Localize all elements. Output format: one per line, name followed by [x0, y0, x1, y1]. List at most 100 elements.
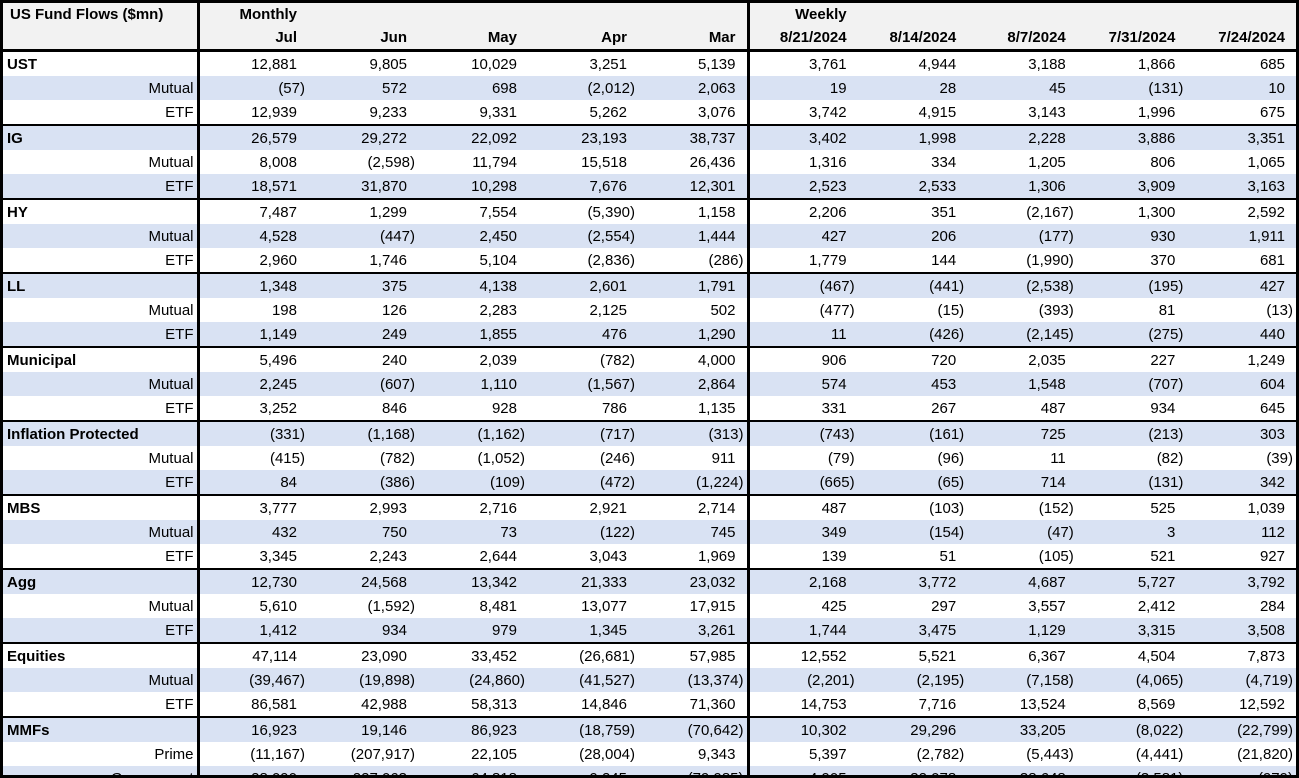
- value-cell: 9,805: [308, 49, 418, 76]
- value-cell: 334: [931, 153, 957, 171]
- value-cell: 198: [271, 301, 297, 319]
- value-cell: 12,592: [1239, 695, 1285, 713]
- value-cell: 3,043: [589, 547, 627, 565]
- table-row-inflation-protected-mutual: Mutual (415) (782) (1,052) (246) 911 (79) (96) 1…: [3, 446, 1296, 470]
- value-cell: (22,799): [1186, 716, 1296, 742]
- section-label: UST: [3, 49, 200, 76]
- value-cell: 3: [1167, 523, 1176, 541]
- value-cell: 604: [1259, 375, 1285, 393]
- section-label: LL: [3, 272, 200, 298]
- value-cell: 370: [1150, 251, 1176, 269]
- value-cell: 1,866: [1076, 49, 1187, 76]
- value-cell: 2,601: [528, 272, 638, 298]
- sub-row-label: Mutual: [3, 520, 200, 544]
- value-cell: 19,146: [308, 716, 418, 742]
- value-cell: 927: [1259, 547, 1285, 565]
- value-cell: 2,864: [638, 372, 750, 396]
- table-row-hy-mutual: Mutual 4,528 (447) 2,450 (2,554) 1,444 427 206 (…: [3, 224, 1296, 248]
- value-cell: 31,870: [361, 177, 407, 195]
- value-cell: 13,524: [1019, 695, 1066, 713]
- table-row-ig-etf: ETF 18,571 31,870 10,298 7,676 12,301 2,523 2,5…: [3, 174, 1296, 199]
- value-cell: 32,078: [910, 769, 957, 778]
- value-cell: 8,569: [1137, 695, 1176, 713]
- value-cell: 487: [748, 494, 858, 520]
- sub-row-label: Mutual: [3, 150, 200, 174]
- value-cell: (207,917): [350, 745, 415, 763]
- value-cell: 3,076: [638, 100, 750, 125]
- value-cell: 1,158: [638, 198, 750, 224]
- value-cell: 2,644: [479, 547, 517, 565]
- sub-row-label: Mutual: [3, 76, 200, 100]
- value-cell: 12,939: [251, 103, 297, 121]
- value-cell: 432: [271, 523, 297, 541]
- value-cell: 28,090: [251, 769, 297, 778]
- value-cell: (103): [857, 494, 968, 520]
- value-cell: 227: [1076, 346, 1187, 372]
- table-row-agg-mutual: Mutual 5,610 (1,592) 8,481 13,077 17,915 425 29…: [3, 594, 1296, 618]
- table-row-inflation-protected-etf: ETF 84 (386) (109) (472) (1,224) (665) (65) 714 (…: [3, 470, 1296, 495]
- value-cell: 3,351: [1186, 124, 1296, 150]
- value-cell: (386): [379, 473, 415, 491]
- value-cell: 10,029: [418, 49, 528, 76]
- value-cell: 1,744: [809, 621, 847, 639]
- section-label: MBS: [3, 494, 200, 520]
- column-header-8-14-2024: 8/14/2024: [857, 26, 968, 52]
- value-cell: (286): [638, 248, 750, 273]
- value-cell: 934: [381, 621, 407, 639]
- value-cell: 17,915: [638, 594, 750, 618]
- column-header-8-21-2024: 8/21/2024: [748, 26, 858, 52]
- value-cell: 24,568: [308, 568, 418, 594]
- value-cell: 4,000: [638, 346, 750, 372]
- value-cell: 3,402: [748, 124, 858, 150]
- value-cell: 2,125: [589, 301, 627, 319]
- value-cell: 2,283: [479, 301, 517, 319]
- value-cell: 1,249: [1186, 346, 1296, 372]
- value-cell: 2,063: [638, 76, 750, 100]
- table-row-mmfs: MMFs 16,923 19,146 86,923 (18,759) (70,642) 10…: [3, 716, 1296, 742]
- value-cell: 1,996: [1137, 103, 1176, 121]
- column-header-7-31-2024: 7/31/2024: [1076, 26, 1187, 52]
- value-cell: 934: [1150, 399, 1176, 417]
- column-header-row: Jul Jun May Apr Mar 8/21/2024 8/14/2024 8/7/202…: [3, 26, 1296, 52]
- value-cell: (2,554): [587, 227, 635, 245]
- table-header: US Fund Flows ($mn) Monthly Weekly Jul Ju…: [3, 3, 1296, 52]
- value-cell: (39,467): [249, 671, 305, 689]
- table-row-equities: Equities 47,114 23,090 33,452 (26,681) 57,985…: [3, 642, 1296, 668]
- value-cell: 11: [831, 325, 847, 343]
- value-cell: (275): [1148, 325, 1184, 343]
- value-cell: 4,687: [967, 568, 1077, 594]
- value-cell: 1,855: [479, 325, 517, 343]
- value-cell: (13): [1266, 301, 1293, 319]
- value-cell: 7,676: [589, 177, 627, 195]
- value-cell: 12,552: [748, 642, 858, 668]
- value-cell: 3,508: [1247, 621, 1285, 639]
- value-cell: 284: [1259, 597, 1285, 615]
- value-cell: 427: [821, 227, 847, 245]
- value-cell: 698: [491, 79, 517, 97]
- value-cell: 112: [1261, 523, 1285, 541]
- value-cell: (2,145): [1026, 325, 1074, 343]
- value-cell: (96): [937, 449, 965, 467]
- value-cell: 23,090: [308, 642, 418, 668]
- value-cell: (79,985): [638, 766, 750, 775]
- value-cell: 1,306: [1028, 177, 1066, 195]
- value-cell: (1,052): [477, 449, 525, 467]
- value-cell: 13,342: [418, 568, 528, 594]
- table-row-equities-etf: ETF 86,581 42,988 58,313 14,846 71,360 14,753 7…: [3, 692, 1296, 717]
- table-row-mmfs-government: Government 28,090 227,063 64,818 9,245 (79,98…: [3, 766, 1296, 778]
- value-cell: 12,301: [638, 174, 750, 199]
- table-row-ust-etf: ETF 12,939 9,233 9,331 5,262 3,076 3,742 4,915 3…: [3, 100, 1296, 125]
- value-cell: 572: [381, 79, 407, 97]
- value-cell: (665): [819, 473, 855, 491]
- value-cell: 3,772: [857, 568, 968, 594]
- table-row-mbs-mutual: Mutual 432 750 73 (122) 745 349 (154) (47) 3 112: [3, 520, 1296, 544]
- value-cell: 3,163: [1247, 177, 1285, 195]
- value-cell: 2,039: [418, 346, 528, 372]
- value-cell: 47,114: [198, 642, 308, 668]
- value-cell: (195): [1076, 272, 1187, 298]
- sub-row-label: Mutual: [3, 446, 200, 470]
- value-cell: 1,444: [638, 224, 750, 248]
- value-cell: (11,167): [250, 745, 305, 763]
- value-cell: (477): [819, 301, 855, 319]
- header-spacer: [308, 3, 750, 26]
